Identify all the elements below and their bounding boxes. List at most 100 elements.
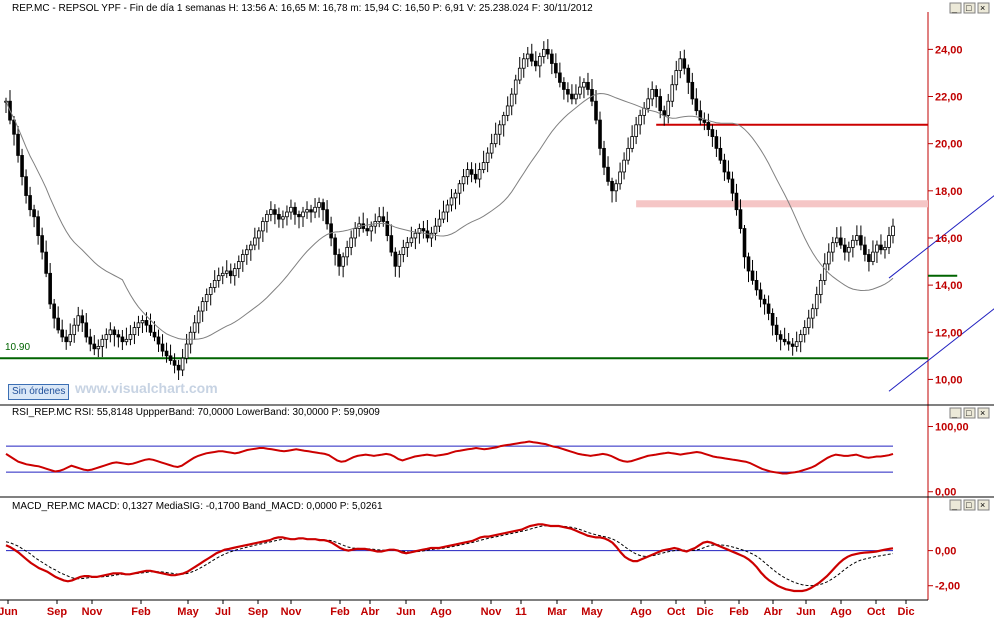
- candle-body: [449, 197, 454, 206]
- candle-body: [100, 338, 105, 347]
- minimize-button[interactable]: [949, 407, 962, 419]
- candle-body: [144, 320, 149, 326]
- candle-body: [875, 244, 879, 253]
- candle-body: [778, 334, 783, 340]
- rsi-plot: [5, 440, 894, 475]
- candle-body: [429, 232, 434, 239]
- candle-body: [666, 100, 671, 116]
- time-axis-tick-label: Jun: [796, 606, 816, 618]
- candle-body: [56, 317, 60, 331]
- time-axis-tick-label: Feb: [131, 606, 151, 618]
- candle-body: [798, 334, 803, 343]
- macd-axis-tick-label: -2,00: [935, 581, 960, 593]
- candle-body: [738, 209, 743, 229]
- window-button-glyph: _: [951, 408, 958, 418]
- candle-body: [273, 209, 277, 215]
- window-button-glyph: □: [966, 500, 972, 510]
- maximize-button[interactable]: [963, 2, 976, 14]
- candle-body: [501, 114, 506, 126]
- time-axis-tick-label: Ago: [830, 606, 852, 618]
- close-button[interactable]: [977, 499, 990, 511]
- candle-body: [48, 272, 52, 305]
- candle-body: [887, 235, 891, 248]
- channel-lower-line: [888, 308, 994, 392]
- time-axis-tick-label: Ago: [630, 606, 652, 618]
- candle-body: [562, 81, 566, 90]
- candle-body: [168, 355, 173, 361]
- close-button[interactable]: [977, 407, 990, 419]
- time-axis-tick-label: Abr: [361, 606, 381, 618]
- candle-body: [529, 53, 534, 62]
- candle-body: [521, 58, 526, 69]
- candle-body: [570, 93, 574, 100]
- candle-body: [80, 315, 85, 324]
- time-axis-tick-label: Jul: [215, 606, 231, 618]
- candle-body: [634, 124, 638, 137]
- candle-body: [44, 251, 48, 274]
- candle-body: [578, 86, 582, 95]
- candle-body: [365, 228, 370, 232]
- candle-body: [385, 221, 390, 237]
- price-axis-tick-label: 16,00: [935, 233, 963, 245]
- candle-body: [582, 81, 586, 88]
- candle-body: [180, 357, 185, 371]
- candle-body: [622, 159, 626, 173]
- orders-status-badge[interactable]: Sin órdenes: [8, 384, 70, 400]
- close-button[interactable]: [977, 2, 990, 14]
- maximize-button[interactable]: [963, 499, 976, 511]
- candle-body: [172, 360, 177, 366]
- candle-body: [855, 235, 859, 241]
- candle-body: [863, 244, 867, 255]
- candle-body: [883, 246, 887, 251]
- candle-body: [461, 176, 466, 185]
- candle-body: [538, 56, 542, 67]
- candle-body: [409, 237, 414, 244]
- candle-body: [706, 122, 711, 130]
- candle-body: [293, 206, 297, 215]
- candle-body: [220, 272, 225, 277]
- candle-body: [453, 192, 458, 199]
- candle-body: [542, 48, 546, 57]
- candle-body: [606, 166, 610, 182]
- candle-body: [28, 195, 32, 211]
- candle-body: [413, 232, 418, 239]
- candle-body: [228, 270, 233, 277]
- candle-body: [879, 244, 883, 251]
- candle-body: [148, 324, 153, 333]
- candle-body: [204, 294, 209, 303]
- candle-body: [686, 67, 691, 83]
- time-axis-tick-label: Oct: [667, 606, 686, 618]
- candle-body: [60, 329, 64, 338]
- candle-body: [104, 334, 109, 340]
- candle-body: [690, 81, 695, 100]
- candle-body: [558, 72, 562, 83]
- macd-signal-line: [5, 525, 894, 587]
- minimize-button[interactable]: [949, 2, 962, 14]
- candle-body: [84, 322, 89, 338]
- window-button-glyph: ×: [980, 3, 985, 13]
- maximize-button[interactable]: [963, 407, 976, 419]
- time-axis-tick-label: Dic: [897, 606, 914, 618]
- candle-body: [786, 341, 791, 345]
- candle-body: [72, 324, 77, 336]
- candle-body: [481, 162, 486, 170]
- candle-body: [176, 364, 181, 371]
- candle-body: [814, 294, 819, 310]
- minimize-button[interactable]: [949, 499, 962, 511]
- candle-body: [116, 334, 121, 338]
- candle-body: [509, 93, 514, 107]
- price-pane-window-buttons: _ □ ×: [949, 2, 990, 14]
- candle-body: [20, 155, 24, 178]
- moving-average-line: [5, 92, 894, 340]
- candle-body: [401, 246, 406, 255]
- candle-body: [847, 246, 851, 253]
- candle-body: [493, 133, 498, 145]
- candle-body: [317, 202, 321, 208]
- support-level-label: 10.90: [5, 342, 31, 353]
- candle-body: [437, 218, 442, 227]
- candle-body: [726, 171, 731, 180]
- candle-body: [224, 270, 229, 274]
- candle-body: [638, 114, 642, 126]
- candle-body: [313, 206, 317, 213]
